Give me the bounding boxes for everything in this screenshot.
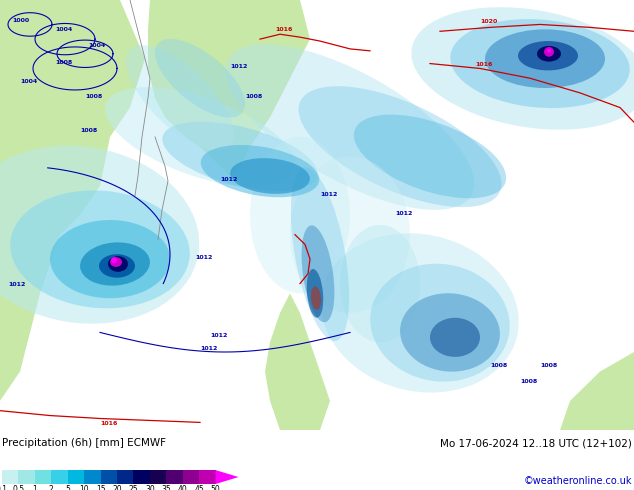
Text: 1012: 1012	[395, 211, 412, 216]
Ellipse shape	[537, 46, 561, 62]
Bar	[84, 470, 101, 484]
Ellipse shape	[291, 168, 349, 341]
Polygon shape	[265, 294, 330, 430]
Ellipse shape	[250, 137, 350, 294]
Text: 30: 30	[145, 485, 155, 490]
Text: 1012: 1012	[195, 255, 212, 260]
Ellipse shape	[162, 122, 318, 191]
Text: 1: 1	[32, 485, 37, 490]
Bar	[51, 470, 68, 484]
Polygon shape	[0, 0, 145, 401]
Ellipse shape	[321, 233, 519, 392]
Ellipse shape	[201, 145, 320, 197]
Text: 1016: 1016	[100, 421, 117, 426]
Ellipse shape	[155, 39, 245, 118]
Text: 45: 45	[194, 485, 204, 490]
Bar	[2, 470, 18, 484]
Text: 10: 10	[79, 485, 89, 490]
Text: 1008: 1008	[85, 94, 102, 99]
Text: 1016: 1016	[475, 62, 493, 67]
Text: 1012: 1012	[320, 192, 337, 196]
Text: 1008: 1008	[490, 363, 507, 368]
Text: 0.5: 0.5	[13, 485, 25, 490]
Ellipse shape	[370, 264, 510, 382]
Text: 35: 35	[162, 485, 171, 490]
Text: 15: 15	[96, 485, 105, 490]
Ellipse shape	[485, 29, 605, 88]
Text: 1012: 1012	[200, 346, 217, 351]
Text: 1008: 1008	[55, 60, 72, 65]
Ellipse shape	[226, 44, 474, 210]
Ellipse shape	[99, 254, 135, 278]
Ellipse shape	[50, 220, 170, 298]
Ellipse shape	[230, 158, 310, 194]
Text: 25: 25	[129, 485, 138, 490]
Text: 1004: 1004	[88, 43, 105, 48]
Ellipse shape	[307, 269, 323, 318]
Text: 1016: 1016	[275, 27, 292, 32]
Text: 1012: 1012	[210, 333, 228, 338]
Ellipse shape	[411, 7, 634, 130]
Polygon shape	[560, 352, 634, 430]
Polygon shape	[216, 470, 238, 484]
Text: 1008: 1008	[520, 379, 537, 384]
Bar	[117, 470, 133, 484]
Text: 1008: 1008	[540, 363, 557, 368]
Ellipse shape	[544, 47, 554, 57]
Text: 50: 50	[210, 485, 221, 490]
Text: 20: 20	[112, 485, 122, 490]
Bar	[35, 470, 51, 484]
Ellipse shape	[430, 318, 480, 357]
Ellipse shape	[0, 146, 199, 324]
Ellipse shape	[299, 86, 501, 207]
Bar	[18, 470, 35, 484]
Polygon shape	[148, 0, 310, 176]
Ellipse shape	[110, 257, 122, 267]
Text: 0.1: 0.1	[0, 485, 8, 490]
Ellipse shape	[400, 293, 500, 371]
Bar	[68, 470, 84, 484]
Ellipse shape	[111, 257, 117, 263]
Text: 1008: 1008	[245, 94, 262, 99]
Ellipse shape	[547, 49, 551, 53]
Ellipse shape	[311, 287, 321, 310]
Text: 2: 2	[49, 485, 54, 490]
Ellipse shape	[126, 45, 234, 150]
Ellipse shape	[105, 87, 295, 187]
Text: 1000: 1000	[12, 18, 29, 23]
Text: Precipitation (6h) [mm] ECMWF: Precipitation (6h) [mm] ECMWF	[2, 438, 166, 448]
Text: 1012: 1012	[220, 177, 237, 182]
Text: 1012: 1012	[8, 282, 25, 287]
Bar	[183, 470, 199, 484]
Ellipse shape	[302, 225, 334, 322]
Ellipse shape	[340, 225, 420, 342]
Ellipse shape	[354, 115, 506, 198]
Text: 1004: 1004	[20, 79, 37, 84]
Ellipse shape	[10, 191, 190, 308]
Text: 5: 5	[65, 485, 70, 490]
Ellipse shape	[108, 256, 128, 272]
Text: 40: 40	[178, 485, 188, 490]
Text: Mo 17-06-2024 12..18 UTC (12+102): Mo 17-06-2024 12..18 UTC (12+102)	[440, 438, 632, 448]
Text: ©weatheronline.co.uk: ©weatheronline.co.uk	[524, 476, 632, 486]
Ellipse shape	[290, 156, 410, 313]
Bar	[199, 470, 216, 484]
Text: 1020: 1020	[480, 20, 497, 25]
Ellipse shape	[518, 41, 578, 71]
Ellipse shape	[80, 243, 150, 286]
Ellipse shape	[450, 19, 630, 108]
Text: 1012: 1012	[230, 65, 247, 70]
Text: 1008: 1008	[80, 128, 97, 133]
Bar	[101, 470, 117, 484]
Text: 1004: 1004	[55, 27, 72, 32]
Bar	[133, 470, 150, 484]
Bar	[166, 470, 183, 484]
Bar	[150, 470, 166, 484]
